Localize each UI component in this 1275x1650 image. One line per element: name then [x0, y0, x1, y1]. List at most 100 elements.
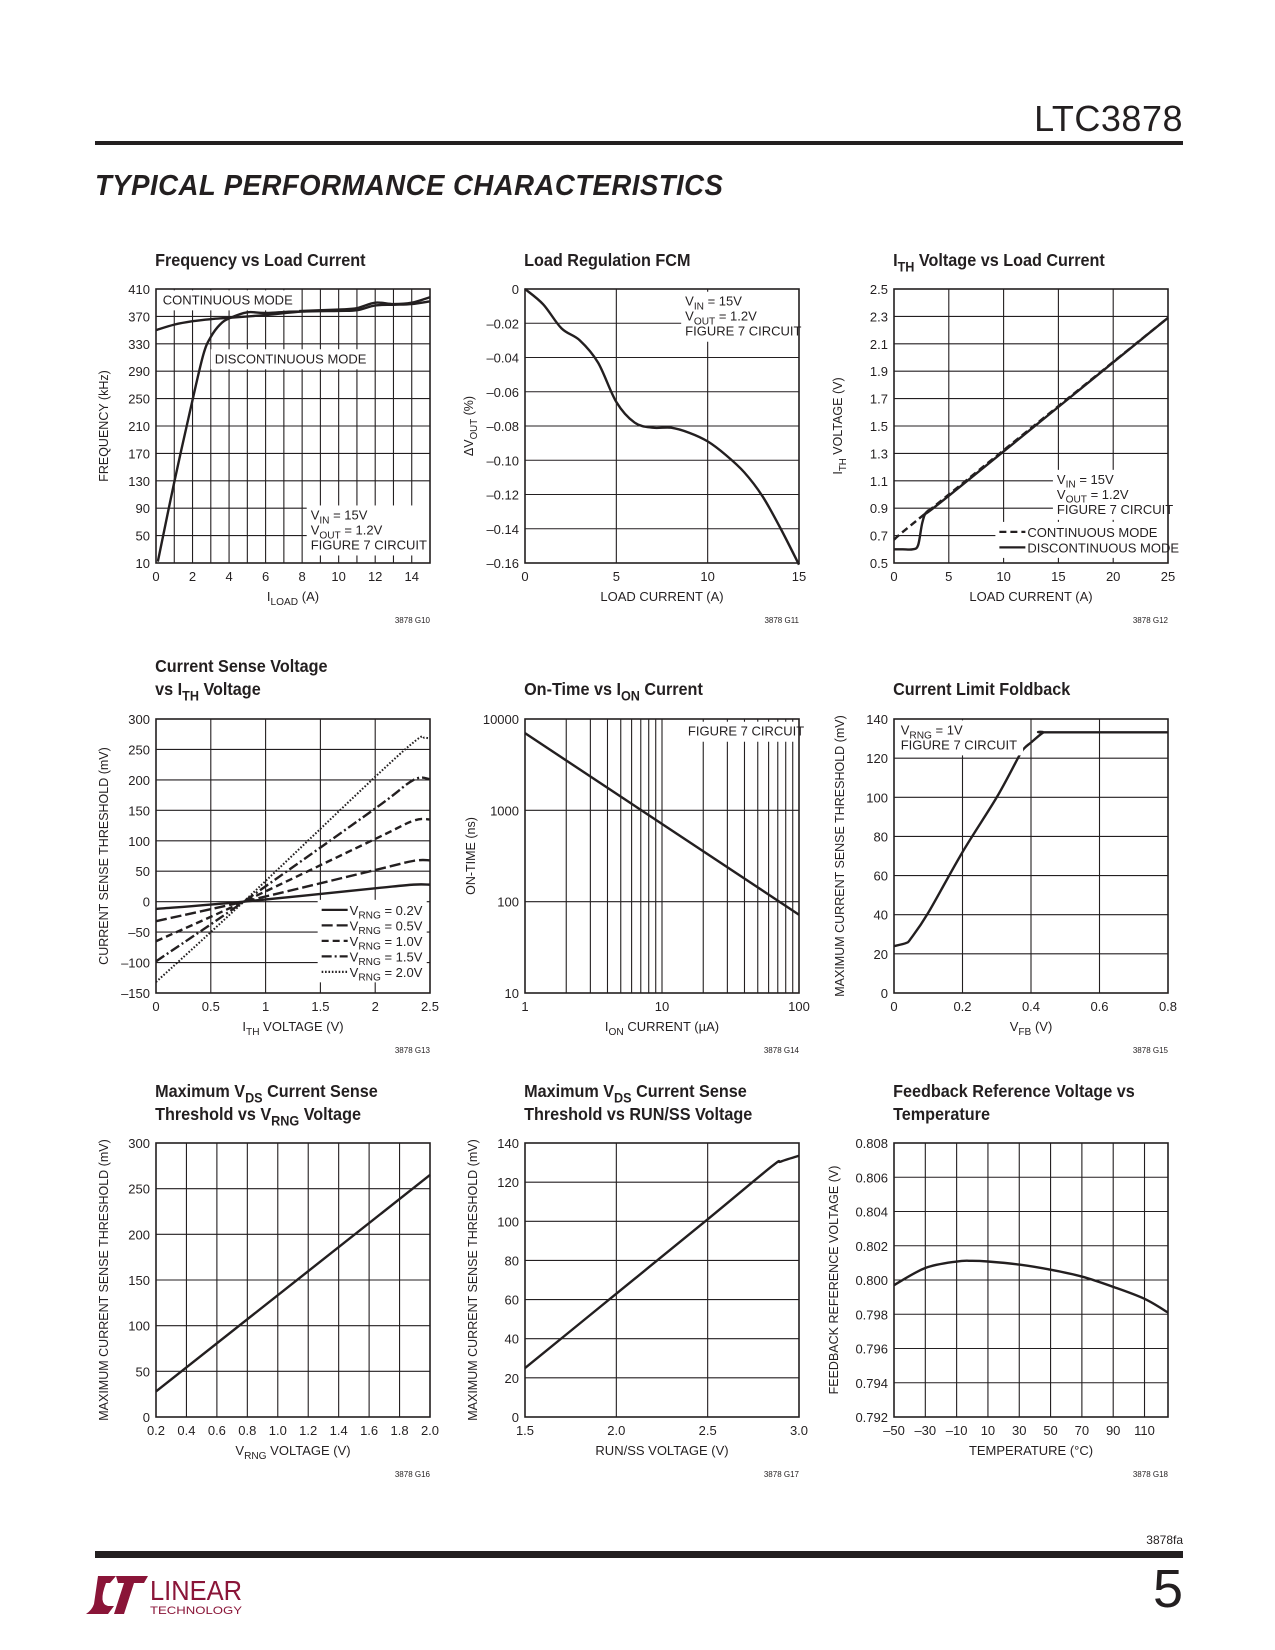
figure-id: 3878 G12: [1133, 616, 1169, 625]
chart-3878-g13: Current Sense Voltage vs ITH Voltage VRNG …: [97, 656, 439, 1055]
x-tick-label: 1.8: [391, 1423, 409, 1438]
x-tick-label: 1.5: [516, 1423, 534, 1438]
annotation-text: FIGURE 7 CIRCUIT: [685, 324, 801, 339]
series-line: [155, 776, 431, 963]
x-axis-label: LOAD CURRENT (A): [969, 589, 1092, 604]
annotation-text: VOUT = 1.2V: [685, 309, 757, 328]
page-number: 5: [1152, 1559, 1183, 1619]
series-line: [524, 288, 801, 566]
y-tick-label: 0.804: [855, 1205, 888, 1220]
x-tick-label: 30: [1012, 1423, 1026, 1438]
y-tick-label: 80: [505, 1253, 519, 1268]
series-line: [155, 883, 431, 911]
y-tick-label: 410: [128, 282, 150, 297]
header-rule: [95, 141, 1183, 145]
x-tick-label: 0.6: [1090, 999, 1108, 1014]
plot-frame: [524, 718, 800, 994]
legend-label: DISCONTINUOUS MODE: [1027, 540, 1179, 555]
plot-frame: [524, 288, 800, 564]
x-tick-label: 15: [1051, 569, 1065, 584]
y-tick-label: 130: [128, 474, 150, 489]
linear-technology-logo: LINEAR TECHNOLOGY: [86, 1575, 243, 1616]
legend-label: VRNG = 1.5V: [350, 949, 423, 968]
x-tick-label: –50: [883, 1423, 905, 1438]
y-tick-label: –100: [121, 956, 150, 971]
x-tick-label: 1: [521, 999, 528, 1014]
y-tick-label: 2.1: [870, 337, 888, 352]
chart-title: Threshold vs VRNG Voltage: [155, 1104, 361, 1128]
y-tick-label: 250: [128, 392, 150, 407]
x-tick-label: –10: [946, 1423, 968, 1438]
figure-id: 3878 G15: [1133, 1046, 1169, 1055]
series-line: [524, 732, 800, 916]
legend-label: VRNG = 0.5V: [350, 918, 423, 937]
chart-title: Frequency vs Load Current: [155, 250, 366, 270]
y-tick-label: 0.808: [855, 1136, 888, 1151]
plot-frame: [155, 1142, 431, 1418]
x-tick-label: 5: [613, 569, 620, 584]
y-tick-label: 150: [128, 1273, 150, 1288]
y-tick-label: 140: [497, 1136, 519, 1151]
x-axis-label: VFB (V): [1010, 1019, 1053, 1038]
y-tick-label: 0.9: [870, 501, 888, 516]
x-tick-label: 2.0: [421, 1423, 439, 1438]
x-tick-label: 3.0: [790, 1423, 808, 1438]
x-tick-label: 0: [521, 569, 528, 584]
x-tick-label: 2.5: [421, 999, 439, 1014]
y-tick-label: 140: [866, 712, 888, 727]
y-tick-label: –0.14: [486, 522, 519, 537]
x-tick-label: 10: [996, 569, 1010, 584]
x-tick-label: 0.8: [1159, 999, 1177, 1014]
series-line: [893, 316, 1169, 541]
legend-label: CONTINUOUS MODE: [1027, 525, 1157, 540]
y-tick-label: 0: [143, 895, 150, 910]
annotation-box: CONTINUOUS MODE: [158, 290, 300, 311]
x-tick-label: 2.5: [699, 1423, 717, 1438]
y-tick-label: 40: [505, 1332, 519, 1347]
chart-3878-g18: Feedback Reference Voltage vs Temperature…: [827, 1081, 1169, 1479]
figure-id: 3878 G16: [395, 1470, 431, 1479]
y-tick-label: 200: [128, 1227, 150, 1242]
y-tick-label: 1.3: [870, 446, 888, 461]
x-tick-label: 110: [1134, 1423, 1155, 1438]
y-tick-label: 200: [128, 773, 150, 788]
x-tick-label: 1.6: [360, 1423, 378, 1438]
annotation-text: FIGURE 7 CIRCUIT: [1057, 502, 1173, 517]
x-tick-label: 15: [792, 569, 806, 584]
legend-label: VRNG = 1.0V: [350, 934, 423, 953]
x-tick-label: 0: [152, 569, 159, 584]
annotation-box: FIGURE 7 CIRCUIT: [683, 721, 811, 742]
y-axis-label: MAXIMUM CURRENT SENSE THRESHOLD (mV): [97, 1139, 111, 1421]
y-tick-label: 300: [128, 712, 150, 727]
y-axis-label: FREQUENCY (kHz): [97, 370, 111, 482]
chart-title: Threshold vs RUN/SS Voltage: [524, 1104, 752, 1124]
x-tick-label: 10: [331, 569, 345, 584]
x-tick-label: 70: [1075, 1423, 1089, 1438]
y-tick-label: 150: [128, 803, 150, 818]
chart-title: Load Regulation FCM: [524, 250, 690, 270]
legend-label: VRNG = 0.2V: [350, 903, 423, 922]
y-axis-label: ON-TIME (ns): [464, 817, 478, 895]
y-tick-label: 1000: [490, 803, 519, 818]
x-tick-label: 90: [1106, 1423, 1120, 1438]
annotation-text: FIGURE 7 CIRCUIT: [688, 724, 804, 739]
y-tick-label: 0.5: [870, 556, 888, 571]
y-tick-label: –0.16: [486, 556, 519, 571]
chart-title: vs ITH Voltage: [155, 679, 261, 703]
series-line: [893, 316, 1169, 551]
annotation-box: DISCONTINUOUS MODE: [210, 349, 373, 370]
document-code: 3878fa: [1146, 1533, 1183, 1547]
x-axis-label: TEMPERATURE (°C): [969, 1443, 1093, 1458]
x-tick-label: 0: [890, 999, 897, 1014]
chart-title: Maximum VDS Current Sense: [155, 1081, 378, 1105]
series-line: [893, 1259, 1169, 1314]
y-tick-label: –0.10: [486, 453, 519, 468]
y-axis-label: ITH VOLTAGE (V): [831, 377, 849, 474]
y-tick-label: 100: [497, 1214, 519, 1229]
chart-title: Feedback Reference Voltage vs: [893, 1081, 1135, 1101]
y-tick-label: 60: [505, 1293, 519, 1308]
x-tick-label: 2.0: [607, 1423, 625, 1438]
